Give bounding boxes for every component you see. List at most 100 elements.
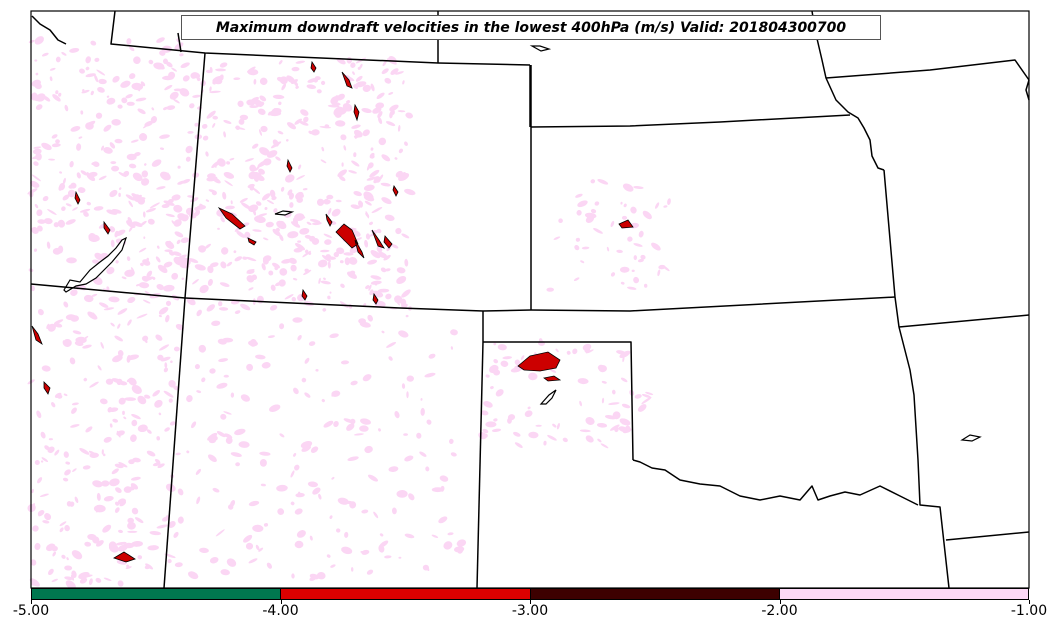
downdraft-speckle	[199, 284, 209, 294]
downdraft-speckle	[402, 80, 405, 85]
downdraft-speckle	[46, 323, 50, 330]
downdraft-speckle	[168, 398, 173, 403]
downdraft-speckle	[209, 556, 219, 564]
downdraft-speckle	[246, 275, 255, 283]
downdraft-speckle	[316, 198, 325, 206]
downdraft-speckle	[179, 88, 190, 97]
downdraft-speckle	[174, 42, 184, 50]
downdraft-speckle	[611, 389, 616, 395]
downdraft-speckle	[323, 199, 331, 205]
downdraft-speckle	[252, 187, 261, 194]
map-title: Maximum downdraft velocities in the lowe…	[181, 15, 881, 40]
downdraft-speckle	[315, 368, 319, 372]
downdraft-speckle	[216, 431, 226, 438]
downdraft-speckle	[376, 245, 383, 253]
downdraft-cell	[392, 185, 399, 197]
downdraft-speckle	[65, 580, 76, 590]
downdraft-speckle	[317, 259, 328, 268]
downdraft-speckle	[420, 407, 425, 416]
downdraft-speckle	[324, 239, 332, 245]
downdraft-speckle	[216, 382, 228, 389]
downdraft-speckle	[248, 340, 258, 347]
downdraft-cell	[103, 220, 111, 235]
downdraft-speckle	[174, 562, 183, 568]
downdraft-speckle	[154, 399, 163, 408]
downdraft-speckle	[127, 319, 132, 326]
downdraft-speckle	[320, 80, 326, 86]
arkansas-southern-border	[945, 531, 1030, 541]
downdraft-speckle	[590, 208, 597, 214]
downdraft-speckle	[157, 463, 165, 469]
downdraft-speckle	[136, 283, 140, 287]
downdraft-speckle	[171, 220, 176, 225]
downdraft-speckle	[120, 80, 131, 88]
downdraft-speckle	[43, 218, 53, 225]
downdraft-speckle	[358, 318, 366, 324]
kansas-missouri-border	[883, 169, 900, 328]
downdraft-speckle	[346, 100, 351, 104]
downdraft-speckle	[91, 162, 95, 165]
downdraft-speckle	[249, 105, 259, 109]
downdraft-speckle	[85, 66, 90, 71]
downdraft-speckle	[577, 378, 589, 385]
downdraft-speckle	[626, 286, 637, 290]
downdraft-speckle	[344, 257, 350, 266]
downdraft-speckle	[31, 227, 39, 234]
downdraft-speckle	[264, 207, 268, 210]
downdraft-speckle	[379, 174, 384, 180]
downdraft-speckle	[259, 459, 267, 467]
downdraft-speckle	[97, 87, 105, 93]
downdraft-speckle	[336, 247, 345, 255]
downdraft-speckle	[127, 517, 134, 524]
downdraft-speckle	[620, 201, 623, 205]
downdraft-speckle	[100, 145, 105, 151]
downdraft-speckle	[259, 147, 270, 156]
downdraft-speckle	[252, 229, 262, 232]
downdraft-speckle	[118, 529, 123, 534]
downdraft-speckle	[378, 544, 385, 553]
downdraft-speckle	[27, 188, 38, 195]
downdraft-speckle	[663, 205, 668, 208]
downdraft-speckle	[349, 270, 356, 275]
downdraft-speckle	[278, 60, 283, 65]
downdraft-speckle	[547, 434, 557, 441]
downdraft-speckle	[406, 375, 414, 382]
downdraft-speckle	[416, 432, 422, 439]
downdraft-speckle	[196, 77, 201, 82]
downdraft-speckle	[48, 158, 56, 161]
downdraft-speckle	[41, 457, 49, 463]
downdraft-speckle	[196, 496, 201, 505]
downdraft-speckle	[365, 212, 370, 218]
downdraft-speckle	[279, 323, 285, 330]
downdraft-speckle	[126, 220, 136, 229]
oklahoma-panhandle-border	[483, 341, 634, 461]
downdraft-speckle	[85, 426, 93, 433]
downdraft-speckle	[394, 157, 398, 160]
great-salt-lake-outline	[63, 236, 128, 293]
iowa-eastern-border	[1025, 79, 1030, 101]
downdraft-speckle	[33, 94, 41, 102]
downdraft-speckle	[295, 242, 305, 251]
downdraft-speckle	[404, 258, 409, 267]
downdraft-speckle	[168, 380, 176, 388]
colorbar-tick-label: -3.00	[511, 603, 549, 619]
downdraft-speckle	[109, 478, 120, 487]
downdraft-speckle	[62, 177, 66, 185]
downdraft-speckle	[37, 308, 44, 316]
downdraft-speckle	[65, 203, 72, 207]
downdraft-speckle	[352, 71, 355, 75]
downdraft-speckle	[341, 162, 344, 167]
downdraft-speckle	[390, 68, 399, 75]
downdraft-speckle	[233, 250, 237, 254]
downdraft-speckle	[269, 189, 276, 198]
downdraft-speckle	[633, 243, 643, 247]
downdraft-speckle	[35, 104, 43, 110]
downdraft-speckle	[142, 259, 151, 266]
downdraft-speckle	[157, 245, 160, 249]
downdraft-speckle	[90, 40, 97, 46]
downdraft-speckle	[350, 567, 354, 572]
downdraft-speckle	[130, 476, 141, 481]
downdraft-speckle	[127, 530, 138, 533]
downdraft-speckle	[257, 108, 266, 115]
downdraft-speckle	[428, 353, 436, 359]
